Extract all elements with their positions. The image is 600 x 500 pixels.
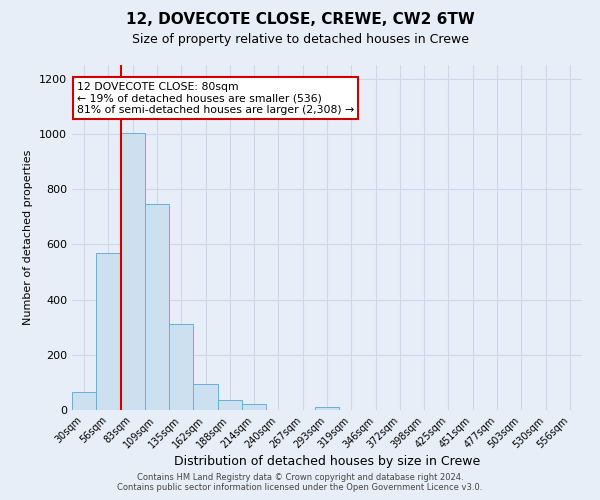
Bar xyxy=(169,324,193,410)
Bar xyxy=(193,384,218,410)
Bar xyxy=(72,392,96,410)
X-axis label: Distribution of detached houses by size in Crewe: Distribution of detached houses by size … xyxy=(174,456,480,468)
Bar xyxy=(315,407,339,410)
Text: 12, DOVECOTE CLOSE, CREWE, CW2 6TW: 12, DOVECOTE CLOSE, CREWE, CW2 6TW xyxy=(125,12,475,28)
Bar xyxy=(96,252,121,410)
Bar xyxy=(218,400,242,410)
Y-axis label: Number of detached properties: Number of detached properties xyxy=(23,150,34,325)
Bar xyxy=(242,404,266,410)
Bar xyxy=(145,204,169,410)
Text: Contains HM Land Registry data © Crown copyright and database right 2024.: Contains HM Land Registry data © Crown c… xyxy=(137,473,463,482)
Bar xyxy=(121,132,145,410)
Text: Size of property relative to detached houses in Crewe: Size of property relative to detached ho… xyxy=(131,32,469,46)
Text: Contains public sector information licensed under the Open Government Licence v3: Contains public sector information licen… xyxy=(118,483,482,492)
Text: 12 DOVECOTE CLOSE: 80sqm
← 19% of detached houses are smaller (536)
81% of semi-: 12 DOVECOTE CLOSE: 80sqm ← 19% of detach… xyxy=(77,82,354,115)
